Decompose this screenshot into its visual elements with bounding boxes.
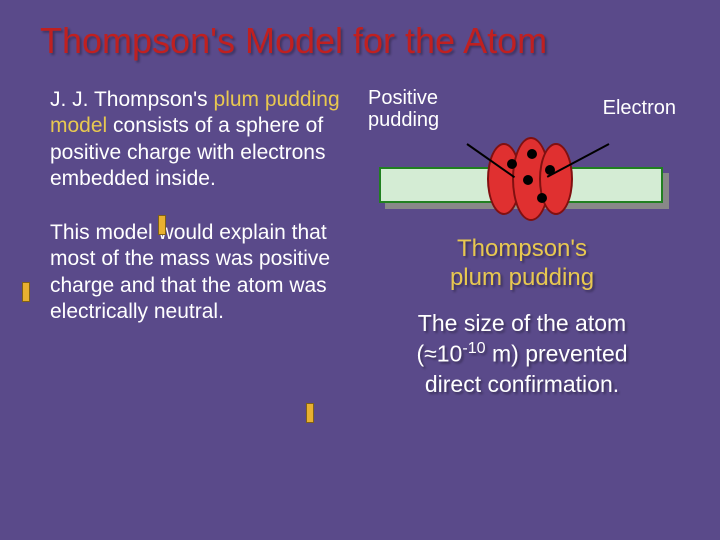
paragraph-2: This model would explain that most of th… (50, 220, 352, 325)
electron-dot (523, 175, 533, 185)
label-positive-pudding: Positive pudding (368, 87, 439, 131)
electron-dot (527, 149, 537, 159)
bullet-icon (158, 215, 166, 235)
paragraph-1: J. J. Thompson's plum pudding model cons… (50, 87, 352, 192)
diagram-labels: Positive pudding Electron (364, 87, 680, 131)
pudding-blob (539, 143, 573, 215)
caption-l1: Thompson's (457, 235, 587, 262)
electron-dot (537, 193, 547, 203)
label-positive-l1: Positive (368, 87, 438, 109)
plum-pudding-diagram (377, 135, 667, 225)
size-base: 10 (437, 341, 463, 367)
bullet-icon (306, 403, 314, 423)
slide: Thompson's Model for the Atom J. J. Thom… (0, 0, 720, 540)
slide-title: Thompson's Model for the Atom (40, 20, 680, 62)
size-exp: -10 (462, 339, 485, 357)
bullet-icon (22, 282, 30, 302)
size-l3: direct confirmation. (425, 371, 619, 397)
left-column: J. J. Thompson's plum pudding model cons… (50, 87, 352, 400)
atom-size-text: The size of the atom (≈10-10 m) prevente… (364, 309, 680, 400)
size-l1: The size of the atom (418, 310, 626, 336)
diagram-caption: Thompson's plum pudding (364, 235, 680, 293)
content-area: J. J. Thompson's plum pudding model cons… (50, 87, 680, 400)
right-column: Positive pudding Electron T (364, 87, 680, 400)
size-approx: ≈ (424, 341, 437, 367)
para1-pre: J. J. Thompson's (50, 88, 214, 111)
electron-dot (507, 159, 517, 169)
label-electron: Electron (603, 87, 676, 131)
caption-l2: plum pudding (450, 264, 594, 291)
size-l2-pre: ( (416, 341, 424, 367)
label-positive-l2: pudding (368, 109, 439, 131)
size-l2-post: m) prevented (486, 341, 628, 367)
